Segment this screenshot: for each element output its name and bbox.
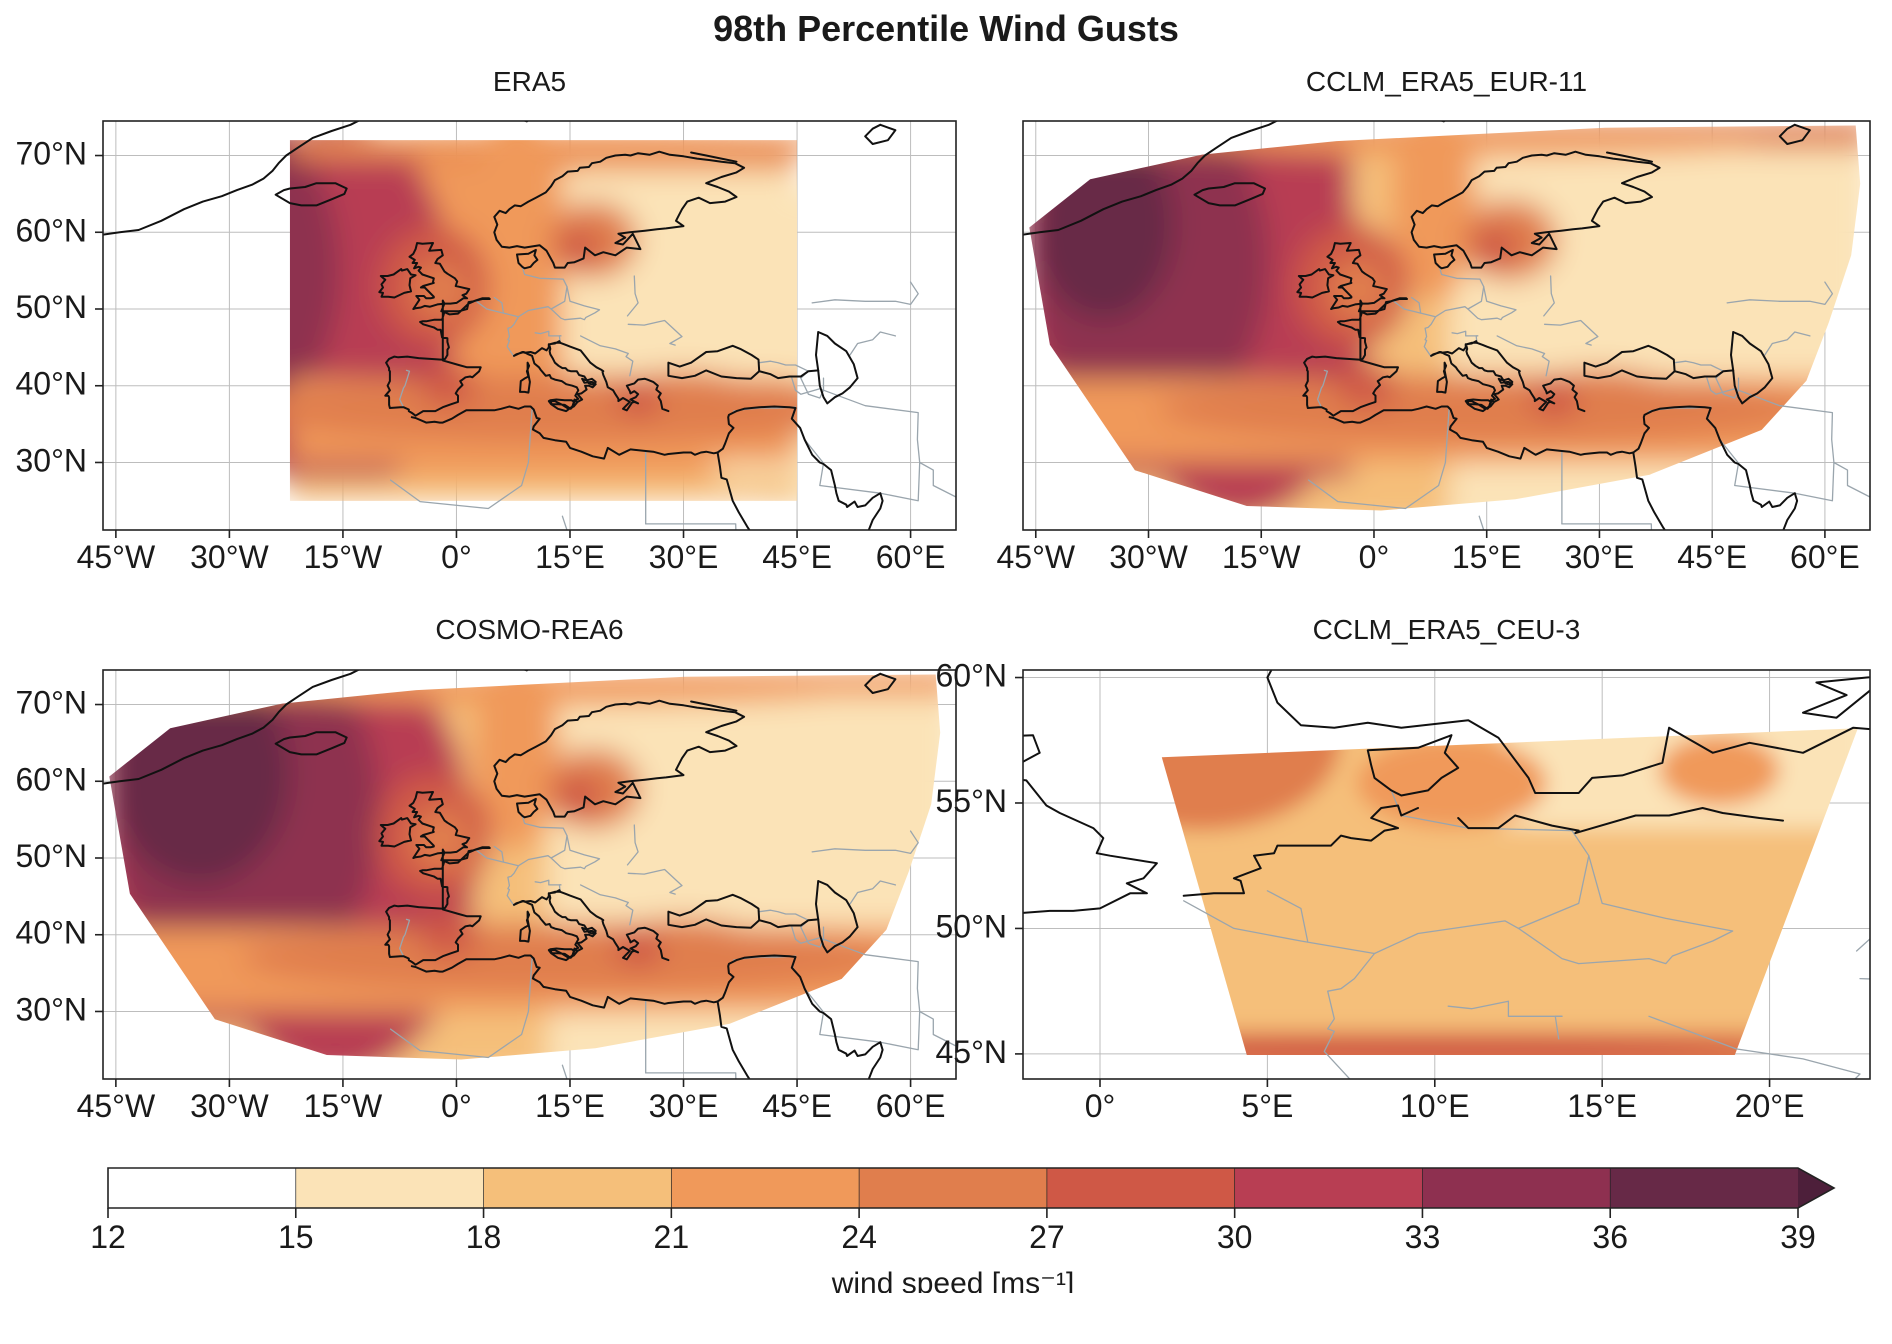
svg-text:45°W: 45°W bbox=[996, 539, 1075, 575]
svg-text:50°N: 50°N bbox=[16, 838, 88, 874]
svg-text:5°E: 5°E bbox=[1241, 1088, 1293, 1124]
svg-text:15°E: 15°E bbox=[1567, 1088, 1637, 1124]
svg-text:45°W: 45°W bbox=[77, 539, 156, 575]
svg-text:12: 12 bbox=[90, 1219, 126, 1255]
svg-text:15°W: 15°W bbox=[304, 539, 383, 575]
svg-text:30°W: 30°W bbox=[190, 1088, 269, 1124]
svg-text:18: 18 bbox=[466, 1219, 502, 1255]
svg-text:60°N: 60°N bbox=[936, 658, 1008, 694]
svg-text:60°N: 60°N bbox=[16, 212, 88, 248]
svg-text:39: 39 bbox=[1780, 1219, 1816, 1255]
svg-text:60°E: 60°E bbox=[876, 539, 946, 575]
svg-text:70°N: 70°N bbox=[16, 685, 88, 721]
svg-text:60°N: 60°N bbox=[16, 761, 88, 797]
svg-text:15: 15 bbox=[278, 1219, 314, 1255]
svg-text:21: 21 bbox=[654, 1219, 690, 1255]
svg-text:0°: 0° bbox=[441, 1088, 472, 1124]
svg-text:50°N: 50°N bbox=[16, 289, 88, 325]
svg-text:30°N: 30°N bbox=[16, 442, 88, 478]
svg-text:30°E: 30°E bbox=[1565, 539, 1635, 575]
svg-text:55°N: 55°N bbox=[936, 783, 1008, 819]
svg-text:27: 27 bbox=[1029, 1219, 1065, 1255]
svg-text:15°W: 15°W bbox=[1222, 539, 1301, 575]
svg-text:15°W: 15°W bbox=[304, 1088, 383, 1124]
svg-text:30°N: 30°N bbox=[16, 991, 88, 1027]
svg-text:20°E: 20°E bbox=[1735, 1088, 1805, 1124]
svg-text:0°: 0° bbox=[1085, 1088, 1116, 1124]
svg-text:wind speed [ms⁻¹]: wind speed [ms⁻¹] bbox=[831, 1267, 1075, 1293]
svg-text:15°E: 15°E bbox=[1452, 539, 1522, 575]
svg-text:60°E: 60°E bbox=[1790, 539, 1860, 575]
svg-text:30°E: 30°E bbox=[649, 1088, 719, 1124]
svg-text:45°W: 45°W bbox=[77, 1088, 156, 1124]
svg-text:10°E: 10°E bbox=[1400, 1088, 1470, 1124]
svg-text:30: 30 bbox=[1217, 1219, 1253, 1255]
svg-text:40°N: 40°N bbox=[16, 366, 88, 402]
svg-text:45°N: 45°N bbox=[936, 1034, 1008, 1070]
svg-text:24: 24 bbox=[841, 1219, 877, 1255]
svg-text:70°N: 70°N bbox=[16, 136, 88, 172]
svg-text:30°W: 30°W bbox=[1109, 539, 1188, 575]
svg-text:15°E: 15°E bbox=[535, 1088, 605, 1124]
svg-text:50°N: 50°N bbox=[936, 908, 1008, 944]
svg-text:36: 36 bbox=[1592, 1219, 1628, 1255]
svg-text:45°E: 45°E bbox=[762, 1088, 832, 1124]
svg-text:45°E: 45°E bbox=[1677, 539, 1747, 575]
svg-text:33: 33 bbox=[1405, 1219, 1441, 1255]
svg-text:60°E: 60°E bbox=[876, 1088, 946, 1124]
svg-text:0°: 0° bbox=[441, 539, 472, 575]
svg-text:0°: 0° bbox=[1359, 539, 1390, 575]
svg-text:30°W: 30°W bbox=[190, 539, 269, 575]
svg-text:45°E: 45°E bbox=[762, 539, 832, 575]
svg-text:15°E: 15°E bbox=[535, 539, 605, 575]
svg-text:30°E: 30°E bbox=[649, 539, 719, 575]
svg-text:40°N: 40°N bbox=[16, 915, 88, 951]
